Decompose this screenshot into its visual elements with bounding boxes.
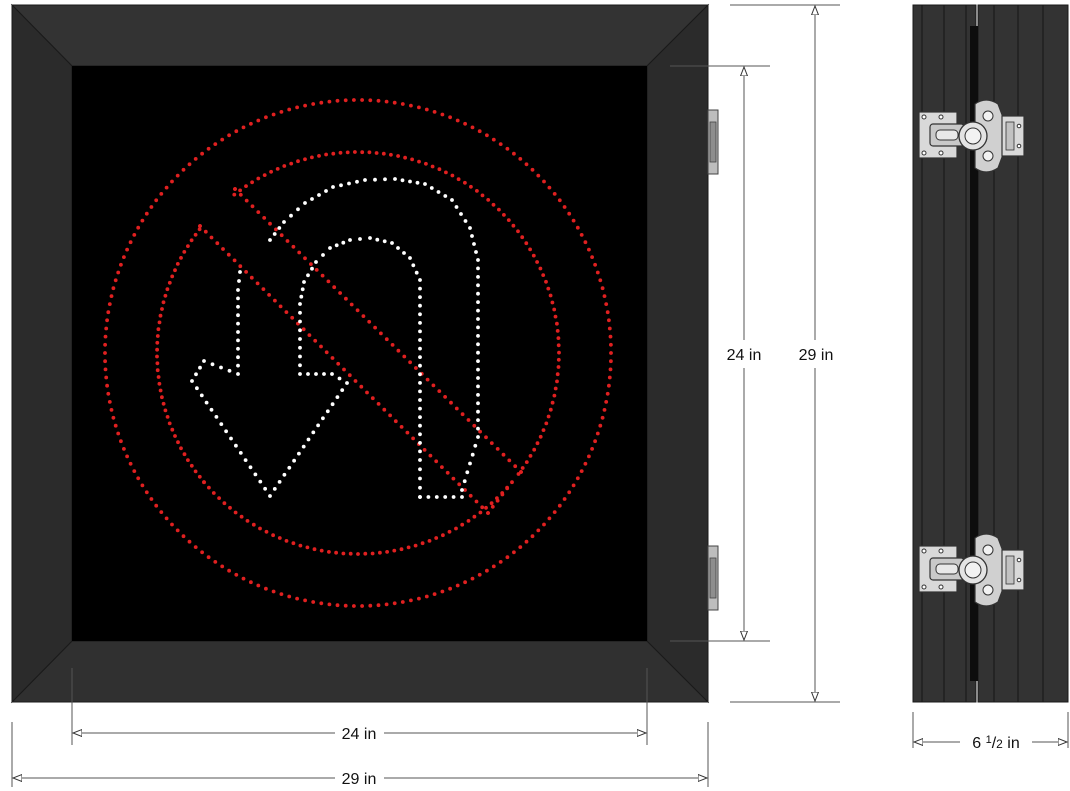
outer-width-label: 29 in [342,771,377,788]
depth-fraction-den: 2 [996,737,1003,751]
depth-whole: 6 [972,735,985,752]
outer-height-label: 29 in [799,347,834,364]
inner-width-label: 24 in [342,726,377,743]
depth-unit: in [1003,735,1020,752]
depth-fraction-num: 1 [986,734,992,746]
latch-top [918,99,1025,173]
front-view [10,3,719,704]
hinge-bottom [707,545,719,611]
depth-fraction-slash: / [992,735,997,752]
frame-top [10,4,710,67]
side-view [912,4,1069,703]
frame-right [646,3,709,704]
hinge-top [707,109,719,175]
depth-label: 6 1/2 in [972,734,1020,752]
frame-left [11,3,73,704]
latch-bottom [918,533,1025,607]
dimensions [11,4,1069,787]
sign-face [72,66,647,641]
side-gap [970,26,978,681]
inner-height-label: 24 in [727,347,762,364]
led-pattern [103,98,613,608]
frame-bottom [10,640,710,703]
